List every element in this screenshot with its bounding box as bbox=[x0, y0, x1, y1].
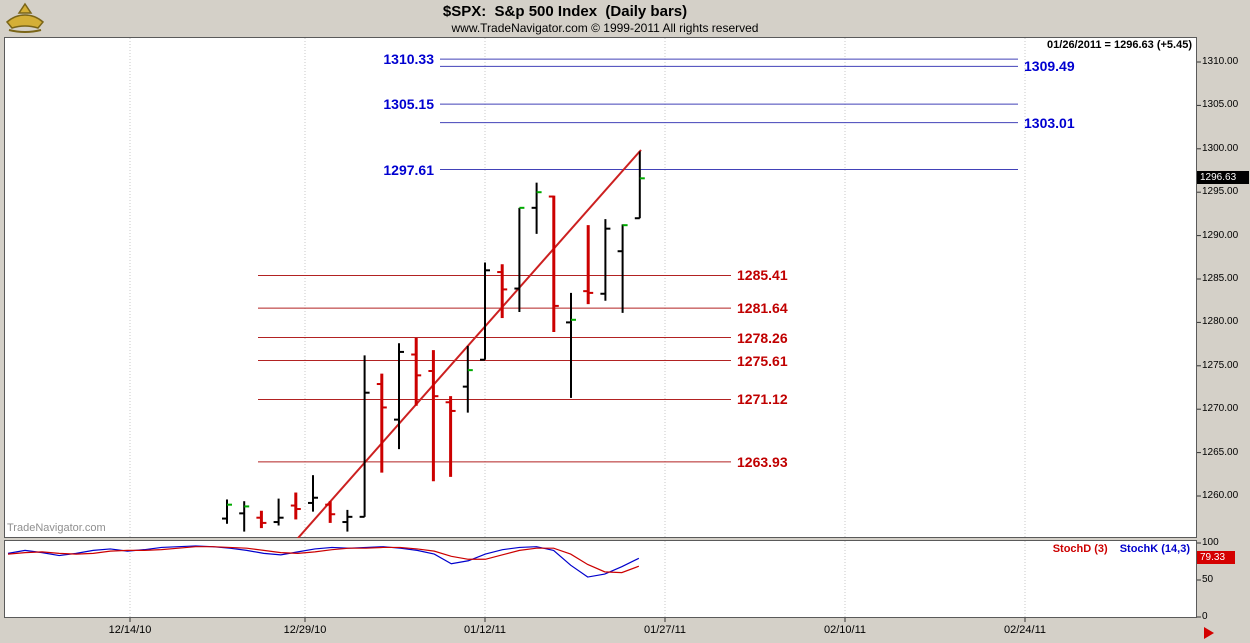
resistance-label-1309.49: 1309.49 bbox=[1024, 58, 1075, 75]
price-tick-label: 1260.00 bbox=[1202, 490, 1239, 501]
ohlc-bars bbox=[222, 151, 645, 532]
stoch-tick-label: 100 bbox=[1202, 537, 1219, 548]
date-label: 01/12/11 bbox=[463, 624, 506, 636]
watermark: TradeNavigator.com bbox=[7, 522, 106, 534]
stoch-value-box: 79.33 bbox=[1197, 551, 1235, 565]
stoch-tick-label: 50 bbox=[1202, 574, 1214, 585]
stochk-line bbox=[7, 545, 640, 578]
date-axis[interactable]: 12/14/10 12/29/10 01/12/11 01/27/11 02/10/11… bbox=[4, 618, 1197, 643]
date-label: 12/14/10 bbox=[108, 624, 152, 636]
price-tick-label: 1300.00 bbox=[1202, 142, 1239, 154]
price-axis[interactable]: 1296.63 79.33 1310.00 1305.00 1300.00 1295.… bbox=[1197, 37, 1250, 622]
resistance-label-1305.15: 1305.15 bbox=[383, 96, 434, 113]
stoch-tick-label: 0 bbox=[1202, 611, 1208, 622]
resistance-label-1310.33: 1310.33 bbox=[383, 51, 434, 68]
date-label: 01/27/11 bbox=[643, 624, 686, 636]
trendline[interactable] bbox=[291, 149, 642, 546]
chart-title: $SPX: S&p 500 Index (Daily bars) bbox=[442, 3, 688, 20]
price-tick-label: 1265.00 bbox=[1202, 446, 1239, 458]
price-tick-label: 1275.00 bbox=[1202, 359, 1239, 371]
scroll-right-arrow[interactable] bbox=[1204, 627, 1214, 639]
support-label-1271.12: 1271.12 bbox=[737, 391, 788, 408]
stochk-label: StochK (14,3) bbox=[1119, 543, 1190, 555]
support-label-1275.61: 1275.61 bbox=[737, 352, 788, 369]
support-label-1285.41: 1285.41 bbox=[737, 267, 788, 284]
price-tick-label: 1290.00 bbox=[1202, 229, 1239, 241]
stochd-line bbox=[7, 546, 640, 574]
date-label: 12/29/10 bbox=[283, 624, 327, 636]
price-tick-label: 1305.00 bbox=[1202, 99, 1239, 111]
tradenavigator-logo bbox=[5, 2, 45, 33]
last-quote-readout: 01/26/2011 = 1296.63 (+5.45) bbox=[1047, 39, 1192, 51]
price-tick-label: 1285.00 bbox=[1202, 273, 1239, 284]
support-label-1278.26: 1278.26 bbox=[737, 329, 788, 346]
price-tick-label: 1280.00 bbox=[1202, 316, 1239, 328]
stochastic-panel[interactable] bbox=[4, 540, 1197, 618]
stochastic-legend: StochD (3) StochK (14,3) bbox=[1053, 543, 1190, 555]
stochd-label: StochD (3) bbox=[1052, 543, 1108, 555]
price-panel[interactable] bbox=[4, 37, 1197, 538]
resistance-label-1297.61: 1297.61 bbox=[383, 161, 434, 178]
last-price-box: 1296.63 bbox=[1197, 171, 1249, 185]
price-tick-label: 1310.00 bbox=[1202, 56, 1239, 67]
date-label: 02/24/11 bbox=[1003, 624, 1046, 636]
support-label-1281.64: 1281.64 bbox=[737, 300, 788, 317]
price-tick-label: 1270.00 bbox=[1202, 403, 1239, 415]
support-label-1263.93: 1263.93 bbox=[737, 453, 788, 470]
chart-subtitle: www.TradeNavigator.com © 1999-2011 All r… bbox=[451, 21, 759, 35]
resistance-label-1303.01: 1303.01 bbox=[1024, 114, 1075, 131]
price-tick-label: 1295.00 bbox=[1202, 186, 1239, 198]
date-label: 02/10/11 bbox=[823, 624, 866, 636]
